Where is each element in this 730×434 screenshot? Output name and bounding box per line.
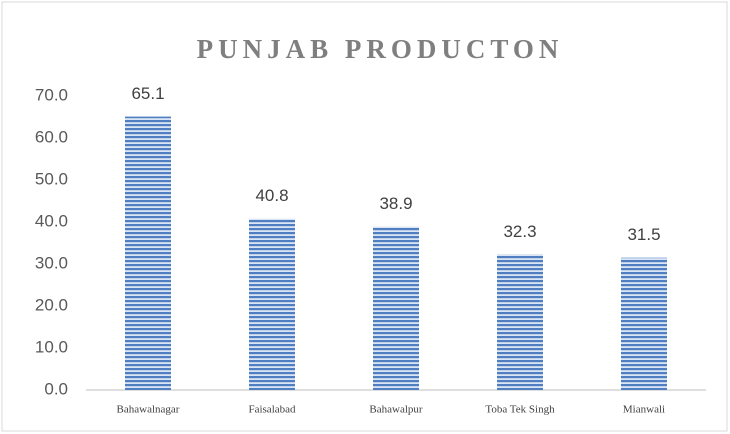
bar xyxy=(249,218,295,390)
x-tick-label: Mianwali xyxy=(623,404,665,416)
y-tick-label: 60.0 xyxy=(35,127,68,146)
y-tick-label: 20.0 xyxy=(35,295,68,314)
chart-title: PUNJAB PRODUCTON xyxy=(197,34,564,64)
value-label: 65.1 xyxy=(131,84,164,103)
y-tick-label: 70.0 xyxy=(35,85,68,104)
x-tick-label: Faisalabad xyxy=(248,404,296,416)
value-label: 31.5 xyxy=(627,225,660,244)
value-label: 38.9 xyxy=(379,194,412,213)
y-tick-label: 40.0 xyxy=(35,211,68,230)
y-tick-label: 30.0 xyxy=(35,253,68,272)
x-tick-label: Bahawalnagar xyxy=(117,404,180,416)
x-tick-label: Toba Tek Singh xyxy=(485,404,555,416)
bar xyxy=(125,116,171,390)
bar xyxy=(373,226,419,390)
y-tick-label: 0.0 xyxy=(44,379,68,398)
value-label: 32.3 xyxy=(503,222,536,241)
bar xyxy=(621,257,667,390)
bar xyxy=(497,254,543,390)
y-tick-label: 50.0 xyxy=(35,169,68,188)
value-label: 40.8 xyxy=(255,186,288,205)
y-tick-label: 10.0 xyxy=(35,337,68,356)
x-tick-label: Bahawalpur xyxy=(369,404,422,416)
